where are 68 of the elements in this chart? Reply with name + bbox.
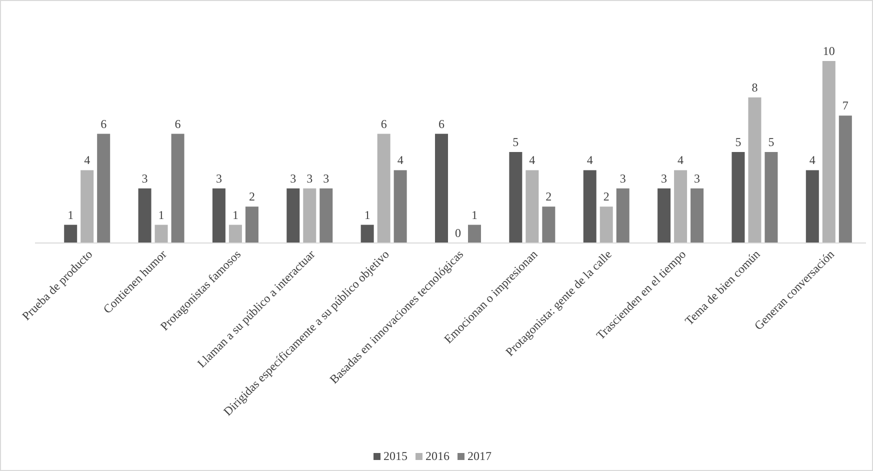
data-label: 3 xyxy=(306,171,313,186)
bar xyxy=(764,152,778,243)
bar xyxy=(435,134,448,243)
data-label: 4 xyxy=(84,153,90,168)
data-label: 4 xyxy=(678,153,684,168)
bar xyxy=(138,188,152,243)
bar xyxy=(838,116,852,243)
data-label: 2 xyxy=(603,190,610,204)
data-label: 1 xyxy=(232,208,238,222)
data-label: 10 xyxy=(822,44,835,58)
bar xyxy=(360,224,374,243)
data-label: 6 xyxy=(174,116,181,131)
bar xyxy=(600,206,613,243)
bar xyxy=(583,170,596,243)
data-label: 5 xyxy=(768,135,774,149)
data-label: 6 xyxy=(380,116,387,131)
bar xyxy=(245,206,258,243)
bar xyxy=(286,188,300,243)
bar xyxy=(526,170,539,243)
data-label: 1 xyxy=(158,208,164,222)
data-label: 4 xyxy=(397,153,404,168)
data-label: 6 xyxy=(100,116,107,131)
data-label: 4 xyxy=(586,153,593,168)
data-label: 7 xyxy=(842,98,848,113)
data-label: 3 xyxy=(290,171,296,186)
bar xyxy=(228,224,242,243)
bar xyxy=(748,97,762,243)
data-label: 1 xyxy=(472,208,478,222)
bar xyxy=(732,152,745,243)
data-label: 2 xyxy=(248,190,255,204)
legend-label: 2015 xyxy=(384,449,408,463)
data-label: 6 xyxy=(438,116,444,131)
bar xyxy=(171,134,184,243)
data-label: 3 xyxy=(142,171,148,186)
bar xyxy=(690,188,704,243)
bar xyxy=(509,152,522,243)
bar xyxy=(542,206,556,243)
data-label: 0 xyxy=(455,226,461,240)
data-label: 3 xyxy=(323,171,330,186)
data-label: 5 xyxy=(512,135,519,149)
bar xyxy=(658,188,671,243)
data-label: 4 xyxy=(809,153,816,168)
bar xyxy=(377,134,390,243)
bar xyxy=(64,224,78,243)
bar xyxy=(394,170,407,243)
bar xyxy=(806,170,819,243)
bar xyxy=(468,224,481,243)
data-label: 3 xyxy=(661,171,668,186)
data-label: 1 xyxy=(68,208,74,222)
data-label: 4 xyxy=(529,153,536,168)
data-label: 1 xyxy=(364,208,370,222)
bar xyxy=(320,188,333,243)
bar xyxy=(822,61,836,243)
legend-label: 2016 xyxy=(426,449,450,463)
bar xyxy=(80,170,94,243)
bar xyxy=(303,188,316,243)
bar xyxy=(212,188,226,243)
bar xyxy=(616,188,630,243)
data-label: 3 xyxy=(216,171,222,186)
data-label: 2 xyxy=(546,190,552,204)
data-label: 3 xyxy=(620,171,626,186)
bar xyxy=(97,134,110,243)
bar xyxy=(674,170,688,243)
bar xyxy=(154,224,168,243)
data-label: 3 xyxy=(694,171,700,186)
data-label: 8 xyxy=(752,80,758,94)
data-label: 5 xyxy=(735,135,742,149)
legend-label: 2017 xyxy=(468,449,492,463)
